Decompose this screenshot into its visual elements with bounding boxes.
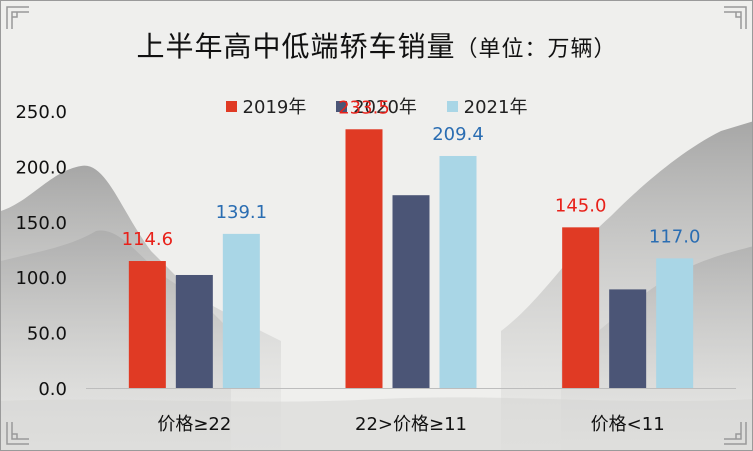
data-label: 114.6 <box>122 229 174 250</box>
bar-2020年-0 <box>175 274 213 388</box>
legend-label: 2021年 <box>463 97 528 118</box>
x-category-label: 价格<11 <box>591 414 665 435</box>
bar-2019年-1 <box>345 129 383 389</box>
bar-2020年-1 <box>392 195 430 388</box>
bar-2019年-0 <box>128 261 166 388</box>
y-tick-label: 250.0 <box>15 102 67 123</box>
data-label: 209.4 <box>432 124 484 145</box>
legend-swatch <box>446 101 458 112</box>
data-label: 117.0 <box>649 226 701 247</box>
legend-item-2019: 2019年 <box>225 93 307 119</box>
data-label: 233.5 <box>338 97 390 118</box>
corner-ornament-icon <box>6 422 29 445</box>
y-tick-label: 150.0 <box>15 213 67 234</box>
x-category-label: 22>价格≥11 <box>355 414 467 435</box>
chart-title-unit: （单位：万辆） <box>455 37 617 62</box>
chart-legend: 2019年 2020年 2021年 <box>1 93 752 119</box>
y-tick-label: 50.0 <box>27 324 67 345</box>
corner-ornament-icon <box>724 6 747 29</box>
chart-title: 上半年高中低端轿车销量（单位：万辆） <box>1 25 752 65</box>
y-tick-label: 100.0 <box>15 268 67 289</box>
legend-label: 2019年 <box>242 97 307 118</box>
bar-2019年-2 <box>562 227 600 388</box>
data-label: 145.0 <box>555 195 607 216</box>
bar-2020年-2 <box>609 289 647 388</box>
legend-swatch <box>336 101 348 112</box>
data-label: 139.1 <box>216 202 268 223</box>
corner-ornament-icon <box>724 422 747 445</box>
bar-2021年-1 <box>439 155 477 388</box>
legend-label: 2020年 <box>353 97 417 118</box>
x-category-label: 价格≥22 <box>157 414 231 435</box>
chart-title-main: 上半年高中低端轿车销量 <box>136 30 456 63</box>
corner-ornament-icon <box>6 6 29 29</box>
legend-swatch <box>225 101 237 112</box>
legend-item-2021: 2021年 <box>446 93 528 119</box>
legend-item-2020: 2020年 <box>336 93 417 119</box>
bar-2021年-0 <box>222 233 260 388</box>
y-tick-label: 0.0 <box>38 379 67 400</box>
bar-2021年-2 <box>656 258 694 388</box>
y-tick-label: 200.0 <box>15 157 67 178</box>
